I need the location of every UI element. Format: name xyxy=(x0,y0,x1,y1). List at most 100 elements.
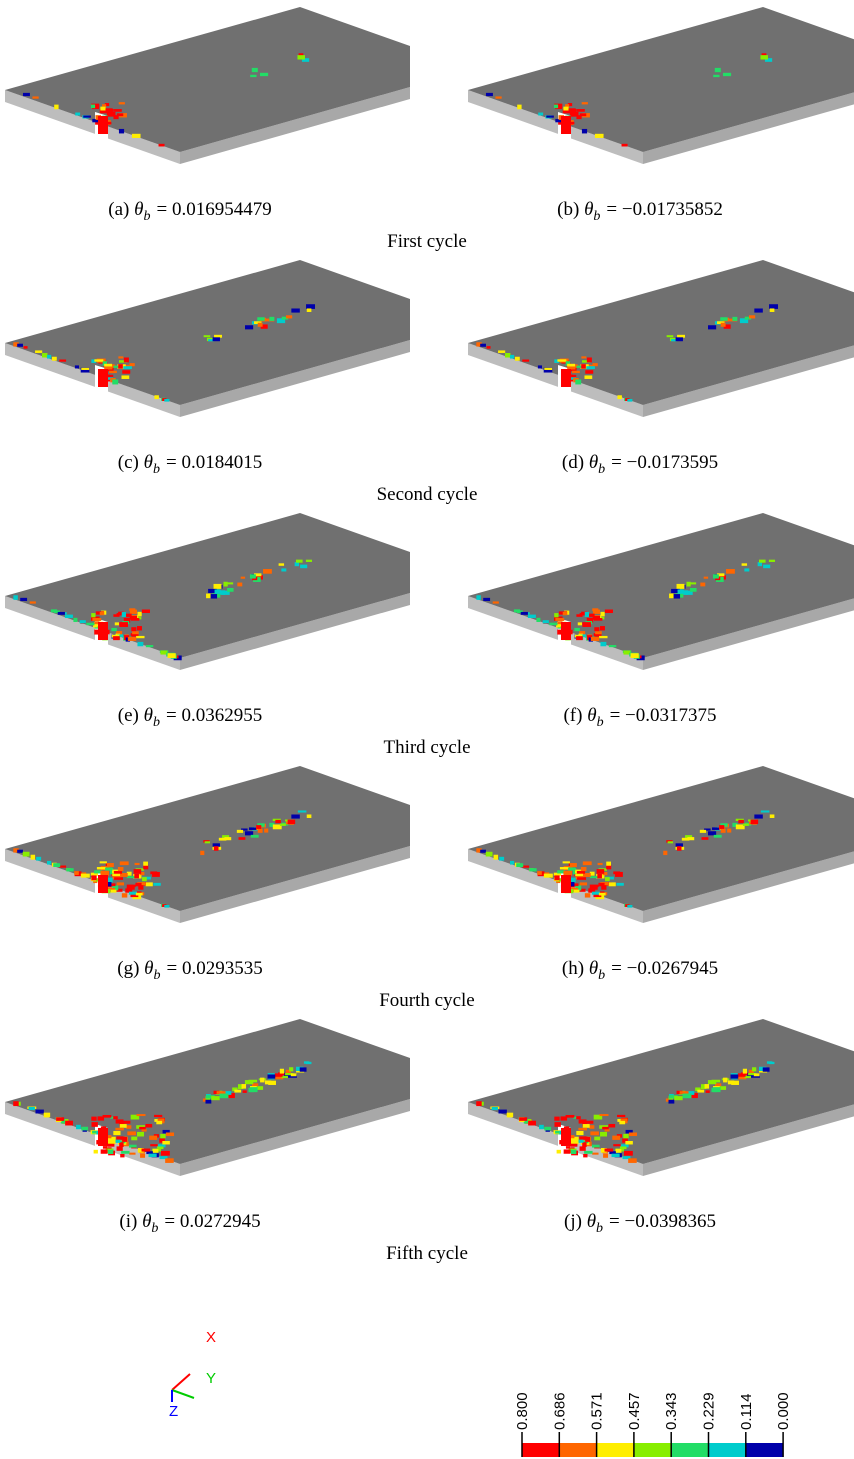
damage-patch xyxy=(143,862,148,866)
damage-patch xyxy=(117,882,124,885)
damage-patch xyxy=(507,1113,513,1118)
damage-patch xyxy=(91,1122,97,1127)
damage-patch xyxy=(581,364,586,368)
damage-patch xyxy=(605,609,613,612)
damage-patch xyxy=(726,569,735,574)
damage-patch xyxy=(108,1150,113,1154)
damage-patch xyxy=(165,1158,174,1163)
legend-swatch xyxy=(597,1443,634,1457)
damage-patch xyxy=(118,356,123,358)
damage-patch xyxy=(586,366,595,369)
damage-patch xyxy=(749,315,755,318)
damage-patch xyxy=(752,1067,756,1071)
damage-patch xyxy=(554,105,558,109)
damage-patch xyxy=(161,1151,170,1156)
damage-patch xyxy=(585,370,593,374)
damage-patch xyxy=(258,323,263,327)
damage-patch xyxy=(83,116,91,118)
panel-caption: (b) θb= −0.01735852 xyxy=(557,199,723,224)
damage-patch xyxy=(592,608,598,611)
damage-patch xyxy=(575,379,581,384)
damage-patch xyxy=(115,622,119,625)
damage-patch xyxy=(708,325,716,329)
damage-patch xyxy=(220,590,225,595)
damage-patch xyxy=(605,1149,614,1152)
crack-block xyxy=(98,622,108,640)
damage-patch xyxy=(701,837,708,840)
damage-patch xyxy=(91,875,96,880)
damage-patch xyxy=(554,1117,559,1121)
damage-patch xyxy=(580,882,587,885)
damage-patch xyxy=(602,1127,609,1129)
damage-patch xyxy=(563,871,572,876)
crack-block xyxy=(561,116,571,134)
damage-patch xyxy=(582,622,591,627)
damage-patch xyxy=(127,885,136,888)
damage-patch xyxy=(103,1115,112,1118)
damage-patch xyxy=(597,869,605,874)
axis-x xyxy=(172,1374,190,1390)
damage-patch xyxy=(715,68,721,72)
damage-patch xyxy=(544,1127,551,1131)
damage-patch xyxy=(114,871,122,874)
axis-y-label: Y xyxy=(206,1370,216,1387)
caption-var: θ xyxy=(587,705,596,726)
damage-patch xyxy=(631,653,639,658)
panel-caption: (c) θb= 0.0184015 xyxy=(118,452,262,477)
damage-patch xyxy=(13,595,17,600)
damage-patch xyxy=(754,1073,760,1076)
damage-patch xyxy=(29,1107,35,1110)
damage-patch xyxy=(295,562,299,566)
damage-patch xyxy=(132,631,139,634)
damage-patch xyxy=(537,871,542,875)
damage-patch xyxy=(585,612,589,617)
damage-patch xyxy=(111,890,117,893)
caption-var: θ xyxy=(584,199,593,220)
damage-patch xyxy=(291,814,299,818)
damage-patch xyxy=(160,1134,165,1138)
damage-patch xyxy=(674,1096,682,1100)
damage-patch xyxy=(486,852,493,857)
damage-patch xyxy=(769,560,775,562)
damage-patch xyxy=(100,871,109,876)
damage-patch xyxy=(75,365,79,368)
damage-patch xyxy=(129,1145,137,1148)
damage-patch xyxy=(713,574,719,578)
damage-patch xyxy=(528,1121,536,1126)
damage-patch xyxy=(116,1140,121,1143)
damage-patch xyxy=(571,1150,576,1154)
legend-swatch xyxy=(522,1443,559,1457)
damage-patch xyxy=(300,1067,307,1071)
damage-patch xyxy=(546,116,554,118)
crack-block xyxy=(98,116,108,134)
damage-patch xyxy=(129,1153,135,1155)
damage-patch xyxy=(291,308,299,312)
damage-patch xyxy=(605,877,610,881)
slab-render xyxy=(468,1019,854,1176)
damage-patch xyxy=(515,357,520,361)
damage-patch xyxy=(75,113,80,116)
damage-patch xyxy=(674,594,680,599)
damage-patch xyxy=(47,861,51,865)
damage-patch xyxy=(127,1131,136,1135)
damage-patch xyxy=(582,129,587,133)
damage-patch xyxy=(65,1121,73,1126)
damage-patch xyxy=(105,867,112,870)
damage-patch xyxy=(591,637,599,641)
damage-patch xyxy=(162,1141,169,1144)
damage-patch xyxy=(712,1080,721,1083)
damage-patch xyxy=(288,820,296,824)
slab-render xyxy=(468,513,854,670)
damage-patch xyxy=(131,1137,137,1141)
damage-patch xyxy=(42,353,47,357)
damage-patch xyxy=(53,863,59,867)
damage-patch xyxy=(131,627,136,631)
caption-var: θ xyxy=(142,1211,151,1232)
damage-patch xyxy=(599,636,607,638)
crack-block xyxy=(98,369,108,387)
damage-patch xyxy=(298,810,307,812)
damage-patch xyxy=(584,1151,592,1154)
damage-patch xyxy=(754,814,762,818)
damage-patch xyxy=(582,102,588,104)
legend-label: 0.571 xyxy=(589,1392,606,1430)
